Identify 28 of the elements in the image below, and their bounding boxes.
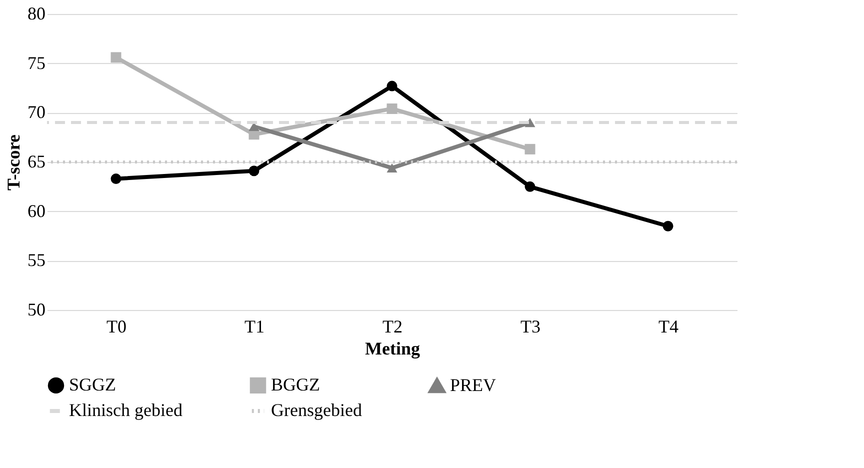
legend-label: Grensgebied xyxy=(271,400,362,420)
y-tick-label: 60 xyxy=(28,200,46,221)
y-tick-label: 55 xyxy=(28,250,46,270)
x-tick-label: T1 xyxy=(244,316,264,336)
y-tick-label: 75 xyxy=(28,52,46,73)
point xyxy=(386,103,398,114)
point xyxy=(662,220,674,232)
legend-label: BGGZ xyxy=(271,374,320,394)
y-tick-label: 70 xyxy=(28,102,46,122)
point xyxy=(386,163,398,172)
legend-label: Klinisch gebied xyxy=(69,400,182,420)
y-tick-label: 50 xyxy=(28,300,46,320)
y-axis-title: T-score xyxy=(4,134,24,190)
point xyxy=(248,166,260,176)
legend-label: SGGZ xyxy=(69,374,116,394)
y-tick-label: 80 xyxy=(28,4,46,24)
x-tick-label: T3 xyxy=(520,316,540,336)
legend-label: PREV xyxy=(450,374,496,395)
x-tick-label: T4 xyxy=(658,316,678,336)
point xyxy=(524,181,536,192)
point xyxy=(524,144,536,154)
point xyxy=(110,174,122,184)
y-tick-label: 65 xyxy=(28,152,46,172)
x-tick-label: T0 xyxy=(106,316,126,336)
x-axis-title: Meting xyxy=(365,338,420,358)
x-tick-label: T2 xyxy=(382,316,402,336)
point xyxy=(386,80,398,92)
point xyxy=(110,52,122,63)
